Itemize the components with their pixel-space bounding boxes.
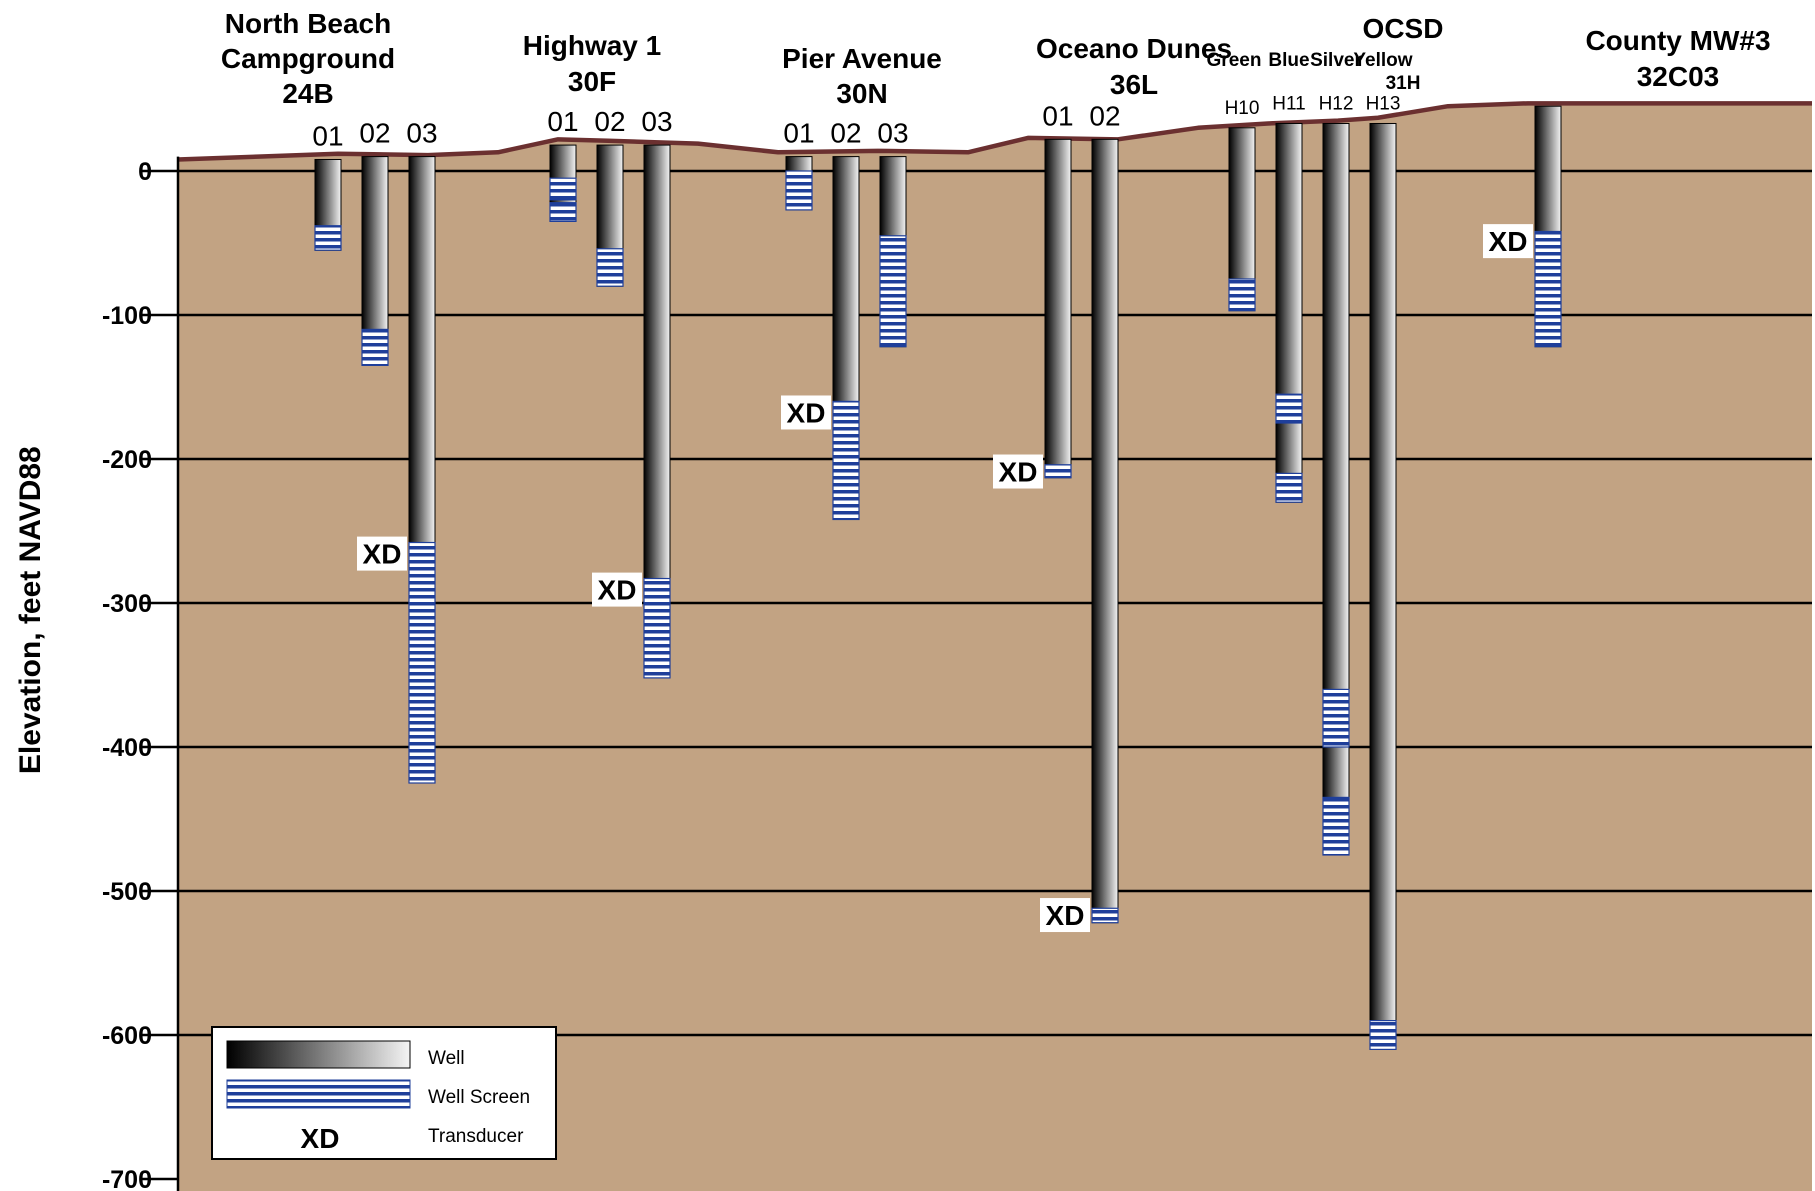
well-4-H10-label: H10 [1225, 98, 1260, 119]
y-tick-label--500: -500 [102, 878, 152, 906]
well-0-03-screen-0 [409, 543, 435, 783]
well-0-02-screen-0 [362, 329, 388, 365]
well-1-03-label: 03 [641, 106, 672, 137]
y-tick-label-0: 0 [138, 158, 152, 186]
legend-xd-symbol: XD [301, 1123, 340, 1154]
y-tick-label--300: -300 [102, 590, 152, 618]
site-title-2-line-0: Pier Avenue [782, 43, 942, 74]
legend-label-well: Well [428, 1048, 465, 1069]
well-1-03-screen-0 [644, 579, 670, 678]
y-tick-label--400: -400 [102, 734, 152, 762]
well-0-03-transducer-label: XD [363, 539, 402, 570]
well-4-H11-screen-0 [1276, 394, 1302, 423]
legend-screen-swatch [227, 1080, 410, 1108]
y-tick-label--600: -600 [102, 1022, 152, 1050]
y-tick-label--700: -700 [102, 1166, 152, 1191]
y-tick-label--200: -200 [102, 446, 152, 474]
legend-label-screen: Well Screen [428, 1087, 530, 1108]
y-axis: 0 -100 -200 -300 -400 -500 -600 -700 Elevation, … [14, 157, 178, 1191]
site-title-3-line-1: 36L [1110, 69, 1158, 100]
well-0-02-label: 02 [359, 118, 390, 149]
site-title-5-line-1: 32C03 [1637, 61, 1720, 92]
well-3-01-transducer-label: XD [999, 457, 1038, 488]
well-4-H12-screen-0 [1323, 689, 1349, 747]
site-title-1-line-0: Highway 1 [523, 30, 661, 61]
site-sublabel-4: 31H [1386, 73, 1421, 94]
well-5-w-transducer-label: XD [1489, 226, 1528, 257]
well-2-01-screen-0 [786, 171, 812, 210]
site-title-0-line-2: 24B [282, 78, 333, 109]
well-3-02-transducer-label: XD [1046, 900, 1085, 931]
well-4-H10-screen-0 [1229, 279, 1255, 311]
well-2-02-screen-0 [833, 401, 859, 519]
well-4-H13-screen-0 [1370, 1021, 1396, 1050]
well-3-02-label: 02 [1089, 100, 1120, 131]
site-title-4-line-0: OCSD [1363, 13, 1444, 44]
site-title-2-line-1: 30N [836, 78, 887, 109]
well-0-03-label: 03 [406, 118, 437, 149]
site-title-3-line-0: Oceano Dunes [1036, 33, 1232, 64]
well-2-01-label: 01 [783, 118, 814, 149]
well-1-01-screen-1 [550, 203, 576, 222]
well-2-03-screen-0 [880, 236, 906, 347]
well-2-03-label: 03 [877, 118, 908, 149]
well-4-H13 [1370, 123, 1396, 1049]
well-3-02 [1092, 139, 1118, 922]
well-4-H11-label: H11 [1272, 93, 1305, 114]
well-4-H13-label: H13 [1366, 93, 1401, 114]
site-title-1-line-1: 30F [568, 66, 616, 97]
well-4-H12-screen-1 [1323, 797, 1349, 855]
y-axis-title: Elevation, feet NAVD88 [14, 446, 47, 774]
well-3-01 [1045, 139, 1071, 477]
well-4-H11-screen-1 [1276, 473, 1302, 502]
well-4-H12-label: H12 [1319, 93, 1354, 114]
well-1-01-label: 01 [547, 106, 578, 137]
well-1-02-screen-0 [597, 249, 623, 286]
legend-label-xd: Transducer [428, 1126, 524, 1147]
well-3-01-label: 01 [1042, 100, 1073, 131]
well-4-H11 [1276, 123, 1302, 502]
well-4-H11-color-name: Blue [1268, 50, 1309, 71]
legend: Well Well Screen XD Transducer [212, 1027, 556, 1159]
legend-well-swatch [227, 1041, 410, 1068]
well-2-02-label: 02 [830, 118, 861, 149]
well-2-02-transducer-label: XD [787, 397, 826, 428]
well-3-01-screen-0 [1045, 465, 1071, 478]
well-0-01-screen-0 [315, 226, 341, 250]
y-tick-label--100: -100 [102, 302, 152, 330]
well-3-02-screen-0 [1092, 908, 1118, 922]
site-title-5-line-0: County MW#3 [1585, 25, 1770, 56]
well-1-03-transducer-label: XD [598, 575, 637, 606]
well-1-02-label: 02 [594, 106, 625, 137]
well-0-01-label: 01 [312, 120, 343, 151]
well-4-H13-color-name: Yellow [1353, 50, 1412, 71]
site-title-0-line-1: Campground [221, 43, 395, 74]
well-1-01-screen-0 [550, 178, 576, 200]
site-title-0-line-0: North Beach [225, 8, 391, 39]
well-5-w-screen-0 [1535, 231, 1561, 346]
